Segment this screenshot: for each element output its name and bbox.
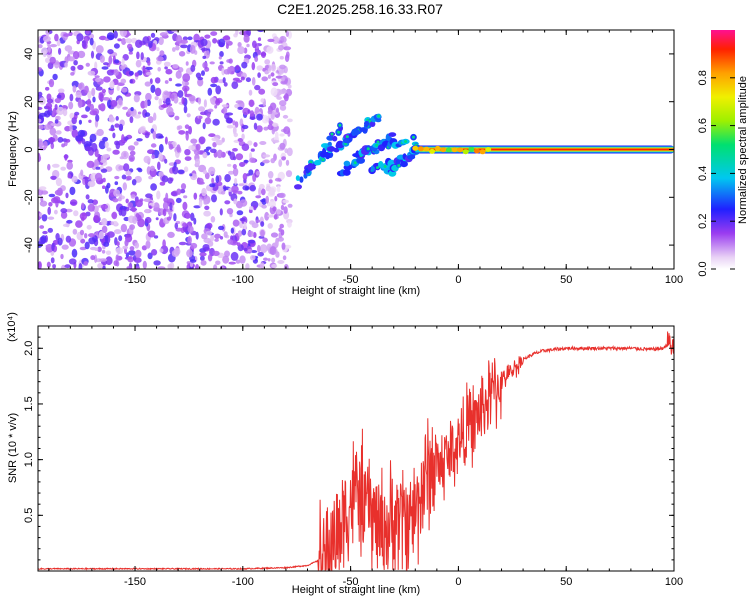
colorbar-tick: 0.0 [697, 261, 709, 276]
heatmap-y-label: Frequency (Hz) [7, 111, 19, 187]
heatmap-y-tick: -40 [23, 237, 35, 253]
heatmap-y-tick: -20 [23, 189, 35, 205]
heatmap-x-tick: -150 [124, 274, 146, 286]
snr-series-line [38, 331, 674, 571]
snr-y-scale: (x10⁴) [6, 312, 18, 342]
snr-frame [37, 325, 675, 572]
heatmap-x-tick: 50 [560, 274, 572, 286]
snr-y-tick: 0.5 [23, 508, 35, 523]
heatmap-x-tick: -50 [343, 274, 359, 286]
snr-y-tick: 1.5 [23, 396, 35, 411]
colorbar-gradient [711, 30, 735, 269]
colorbar-tick: 0.6 [697, 118, 709, 133]
heatmap-x-tick: -100 [232, 274, 254, 286]
heatmap-axes: -150 -100 -50 0 50 100 40 20 0 -20 -40 [23, 30, 683, 286]
heatmap-panel: -150 -100 -50 0 50 100 40 20 0 -20 -40 Height of s… [7, 29, 683, 297]
snr-x-tick: -50 [343, 576, 359, 588]
snr-x-tick: 100 [665, 576, 683, 588]
heatmap-x-tick: 100 [665, 274, 683, 286]
snr-y-tick: 1.0 [23, 452, 35, 467]
snr-y-tick: 2.0 [23, 341, 35, 356]
snr-panel: -150 -100 -50 0 50 100 2.0 1.5 1.0 0.5 Height of … [6, 312, 683, 596]
heatmap-x-label: Height of straight line (km) [292, 285, 420, 297]
colorbar: 0.0 0.2 0.4 0.6 0.8 Normalized spectral ampl… [697, 30, 749, 277]
chart-title: C2E1.2025.258.16.33.R07 [277, 1, 443, 17]
snr-x-tick: 0 [455, 576, 461, 588]
snr-x-tick: 50 [560, 576, 572, 588]
colorbar-label: Normalized spectral amplitude [737, 76, 749, 224]
heatmap-y-tick: 0 [23, 146, 35, 152]
snr-axes: -150 -100 -50 0 50 100 2.0 1.5 1.0 0.5 [23, 326, 683, 588]
heatmap-image [38, 30, 674, 269]
snr-x-tick: -150 [124, 576, 146, 588]
snr-x-tick: -100 [232, 576, 254, 588]
snr-y-label: SNR (10 * v/v) [7, 413, 19, 483]
colorbar-tick: 0.4 [697, 166, 709, 181]
heatmap-y-tick: 20 [23, 96, 35, 108]
colorbar-tick: 0.2 [697, 214, 709, 229]
heatmap-y-tick: 40 [23, 48, 35, 60]
colorbar-ticks: 0.0 0.2 0.4 0.6 0.8 [697, 70, 735, 277]
colorbar-tick: 0.8 [697, 70, 709, 85]
snr-x-label: Height of straight line (km) [292, 584, 420, 596]
heatmap-x-tick: 0 [455, 274, 461, 286]
